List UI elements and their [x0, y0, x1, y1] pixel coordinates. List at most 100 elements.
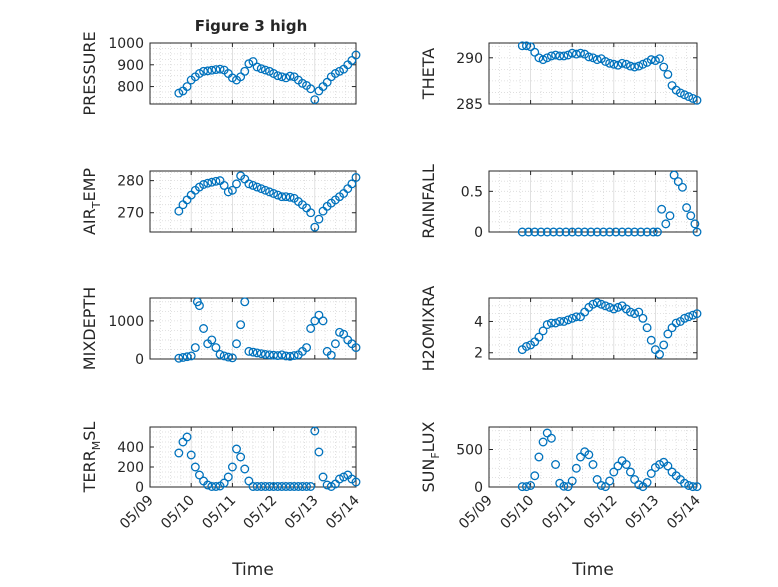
- x-tick-label: 05/13: [622, 493, 662, 533]
- data-point: [306, 324, 316, 333]
- data-point: [680, 313, 689, 323]
- data-point: [555, 227, 565, 237]
- data-point: [580, 307, 590, 317]
- data-point: [240, 297, 250, 307]
- data-point: [605, 58, 615, 68]
- data-point: [567, 227, 577, 237]
- data-point: [638, 59, 648, 69]
- data-point: [182, 432, 192, 442]
- y-axis-label: SUNFLUX: [419, 421, 442, 492]
- data-point: [207, 177, 217, 187]
- data-point: [634, 307, 644, 317]
- data-point: [667, 81, 677, 90]
- y-tick-label: 1000: [108, 36, 144, 52]
- data-point: [174, 448, 184, 458]
- data-point: [667, 323, 677, 333]
- data-point: [269, 189, 279, 198]
- data-point: [285, 71, 295, 81]
- data-point: [186, 450, 196, 460]
- axes-box: [149, 297, 357, 360]
- data-point: [199, 180, 209, 189]
- data-point: [657, 204, 667, 214]
- data-point: [252, 62, 262, 72]
- data-point: [215, 349, 225, 359]
- panel-theta: 285 290 THETA: [419, 41, 702, 113]
- data-point: [605, 476, 615, 486]
- data-point: [642, 227, 652, 237]
- y-axis-label: AIRTEMP: [80, 168, 103, 235]
- data-point: [546, 318, 556, 328]
- data-point: [530, 227, 540, 237]
- data-point: [584, 450, 594, 460]
- data-point: [601, 57, 610, 66]
- data-point: [178, 353, 188, 362]
- data-point: [630, 309, 640, 319]
- data-point: [236, 452, 246, 462]
- data-point: [634, 480, 644, 490]
- y-tick-label: 0: [474, 225, 483, 241]
- data-point: [517, 227, 527, 237]
- data-point: [625, 467, 635, 477]
- data-point: [534, 53, 544, 63]
- data-point: [174, 206, 184, 216]
- data-point: [623, 227, 633, 237]
- data-point: [524, 227, 533, 237]
- data-point: [203, 66, 213, 76]
- data-point: [244, 179, 254, 189]
- data-point: [306, 208, 316, 218]
- data-point: [260, 65, 270, 75]
- data-point: [605, 227, 615, 237]
- data-point: [573, 227, 583, 237]
- data-point: [613, 461, 623, 471]
- data-point: [588, 299, 598, 309]
- data-point: [302, 343, 312, 353]
- data-point: [199, 324, 209, 333]
- data-point: [596, 299, 606, 309]
- data-point: [526, 42, 536, 52]
- data-point: [588, 460, 598, 469]
- x-tick-label: 05/09: [117, 493, 157, 533]
- data-point: [244, 346, 254, 356]
- data-point: [302, 482, 312, 491]
- data-point: [663, 461, 673, 471]
- data-point: [211, 343, 221, 353]
- data-point: [306, 84, 316, 94]
- data-point: [659, 62, 669, 72]
- data-point: [273, 71, 283, 81]
- y-tick-label: 0: [135, 352, 144, 368]
- data-point: [351, 172, 361, 182]
- data-point: [613, 302, 623, 312]
- data-point: [256, 64, 266, 74]
- data-point: [546, 433, 556, 443]
- data-point: [236, 320, 246, 330]
- data-point: [675, 88, 685, 98]
- x-tick-label: 05/12: [241, 493, 281, 533]
- data-point: [546, 51, 556, 61]
- y-tick-label: 800: [117, 80, 144, 96]
- data-point: [682, 203, 692, 213]
- x-axis-label: Time: [231, 560, 274, 580]
- data-point: [688, 94, 698, 103]
- x-tick-label: 05/10: [498, 493, 538, 533]
- data-point: [252, 348, 262, 358]
- data-point: [584, 52, 594, 62]
- data-point: [318, 472, 328, 482]
- data-point: [314, 86, 324, 96]
- data-point: [335, 327, 344, 337]
- data-point: [310, 222, 320, 232]
- data-point: [601, 301, 610, 311]
- data-point: [318, 206, 328, 216]
- data-point: [663, 69, 673, 79]
- y-tick-label: 2: [474, 346, 483, 362]
- data-point: [638, 313, 648, 323]
- data-point: [684, 481, 694, 490]
- data-point: [634, 61, 644, 71]
- data-point: [665, 211, 675, 221]
- data-point: [314, 447, 324, 457]
- data-point: [655, 349, 665, 359]
- data-point: [232, 179, 241, 189]
- data-point: [592, 475, 602, 484]
- data-point: [530, 47, 540, 57]
- data-point: [571, 312, 581, 322]
